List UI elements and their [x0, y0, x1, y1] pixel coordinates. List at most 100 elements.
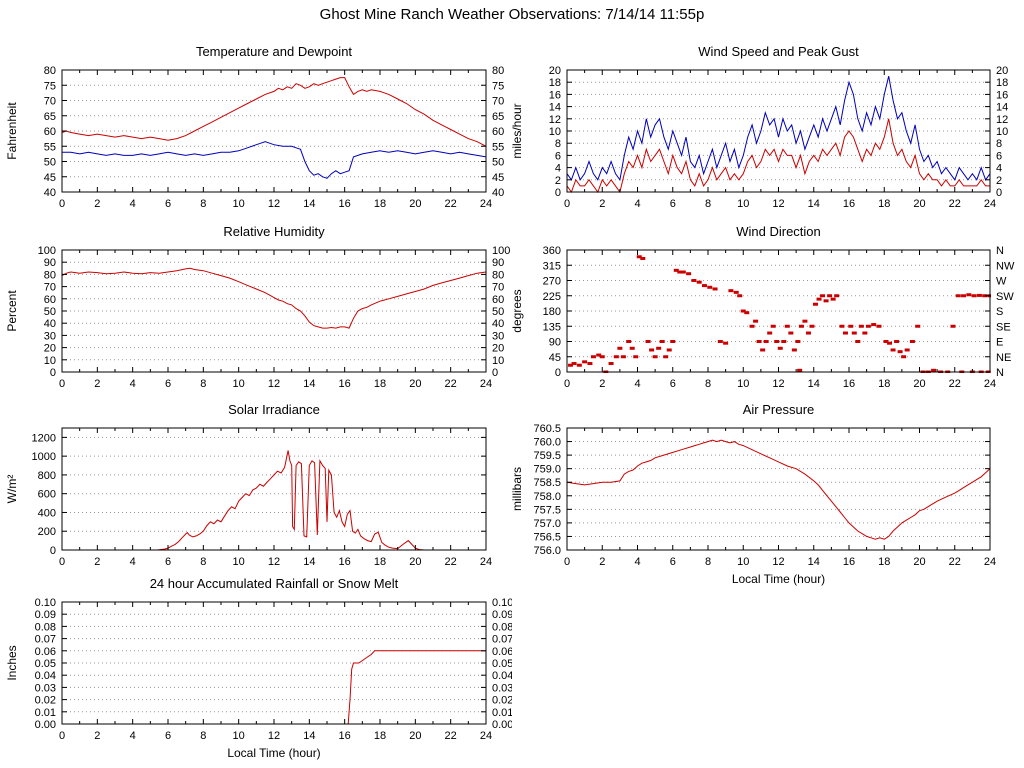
y-tick-label: 225	[543, 291, 561, 303]
chart-svg-rainfall: 0 2 4 6 8 10 12 14 16 18 20 22 240.00 0.000.01 0.010.0…	[5, 576, 513, 760]
x-tick-label: 4	[130, 378, 136, 390]
y-tick-label-right: SW	[996, 291, 1014, 303]
chart-title: Wind Speed and Peak Gust	[698, 44, 859, 59]
series-pressure	[566, 439, 991, 540]
y-tick-label: 400	[38, 507, 56, 519]
y-tick-label-right: 50	[492, 306, 504, 318]
y-tick-label-right: 2	[996, 175, 1002, 187]
y-tick-label: 20	[44, 343, 56, 355]
y-tick-label: 0	[555, 187, 561, 199]
x-tick-label: 24	[480, 556, 492, 568]
y-tick-label-right: 60	[492, 294, 504, 306]
x-tick-label: 24	[984, 556, 996, 568]
y-tick-label-right: 50	[492, 157, 504, 169]
x-tick-label: 22	[445, 730, 457, 742]
y-tick-label-right: 0.01	[492, 707, 512, 719]
chart-rainfall: 0 2 4 6 8 10 12 14 16 18 20 22 24 0.00 0.00 0.01 0.01 0.0…	[0, 564, 513, 766]
x-tick-label: 16	[843, 378, 855, 390]
y-tick-label-right: NW	[996, 260, 1015, 272]
y-tick-label-right: 55	[492, 141, 504, 153]
x-tick-label: 10	[233, 556, 245, 568]
y-tick-label: 40	[44, 318, 56, 330]
x-tick-label: 4	[130, 198, 136, 210]
y-tick-label-right: N	[996, 367, 1004, 379]
y-tick-label: 180	[543, 306, 561, 318]
x-tick-label: 14	[303, 378, 315, 390]
y-tick-label: 80	[44, 269, 56, 281]
x-tick-label: 14	[808, 556, 820, 568]
y-tick-label: 20	[549, 65, 561, 77]
x-tick-label: 24	[984, 198, 996, 210]
x-tick-label: 0	[59, 198, 65, 210]
y-tick-label-right: 12	[996, 114, 1008, 126]
y-tick-label: 200	[38, 526, 56, 538]
plot-frame	[566, 69, 991, 193]
x-tick-label: 18	[374, 378, 386, 390]
y-tick-label: 757.0	[533, 518, 561, 530]
x-tick-label: 2	[94, 198, 100, 210]
series-peak-gust	[566, 75, 991, 182]
chart-ylabel: Fahrenheit	[5, 102, 19, 160]
y-tick-label-right: 0.09	[492, 609, 512, 621]
series-temperature	[61, 77, 487, 147]
chart-wind-speed-and-peak-gust: 0 2 4 6 8 10 12 14 16 18 20 22 24 0 0 2 2 4 4 6 6 8 8 10 10 12 12 1…	[510, 32, 1024, 214]
y-tick-label: 0.03	[35, 682, 56, 694]
x-tick-label: 8	[705, 198, 711, 210]
chart-svg-air-pressure: 0 2 4 6 8 10 12 14 16 18 20 22 24756.0756.5757.0757.…	[510, 402, 996, 586]
y-tick-label: 270	[543, 276, 561, 288]
y-tick-label-right: 0.10	[492, 597, 512, 609]
y-tick-label: 0	[50, 545, 56, 557]
x-tick-label: 14	[303, 556, 315, 568]
y-tick-label-right: 80	[492, 65, 504, 77]
x-tick-label: 16	[339, 556, 351, 568]
x-tick-label: 18	[878, 556, 890, 568]
x-tick-label: 14	[303, 198, 315, 210]
chart-title: Relative Humidity	[223, 224, 325, 239]
x-tick-label: 4	[130, 730, 136, 742]
y-tick-label: 759.0	[533, 464, 561, 476]
x-tick-label: 4	[634, 378, 640, 390]
x-tick-label: 2	[599, 556, 605, 568]
y-tick-label: 0.01	[35, 707, 56, 719]
x-tick-label: 12	[268, 378, 280, 390]
x-tick-label: 12	[772, 556, 784, 568]
y-tick-label: 759.5	[533, 450, 561, 462]
x-tick-label: 24	[480, 730, 492, 742]
chart-ylabel: Inches	[5, 645, 19, 680]
y-tick-label: 6	[555, 150, 561, 162]
y-tick-label-right: S	[996, 306, 1003, 318]
y-tick-label: 45	[549, 352, 561, 364]
y-tick-label-right: W	[996, 276, 1007, 288]
x-tick-label: 20	[913, 378, 925, 390]
y-tick-label: 0.08	[35, 621, 56, 633]
x-tick-label: 20	[409, 556, 421, 568]
y-tick-label: 14	[549, 102, 561, 114]
chart-ylabel: degrees	[512, 289, 524, 332]
y-tick-label-right: NE	[996, 352, 1011, 364]
y-tick-label-right: 8	[996, 138, 1002, 150]
x-tick-label: 12	[268, 556, 280, 568]
x-tick-label: 18	[374, 556, 386, 568]
y-tick-label: 1200	[32, 432, 56, 444]
x-tick-label: 6	[670, 556, 676, 568]
y-tick-label: 50	[44, 157, 56, 169]
x-tick-label: 8	[200, 730, 206, 742]
chart-solar-irradiance: 0 2 4 6 8 10 12 14 16 18 20 22 24 0 200 400 600 800 1000 12…	[0, 390, 512, 572]
y-tick-label: 30	[44, 330, 56, 342]
x-tick-label: 18	[374, 730, 386, 742]
x-tick-label: 10	[233, 378, 245, 390]
y-tick-label-right: 0.02	[492, 695, 512, 707]
y-tick-label: 756.5	[533, 531, 561, 543]
x-tick-label: 6	[165, 730, 171, 742]
y-tick-label-right: 30	[492, 330, 504, 342]
x-tick-label: 6	[670, 198, 676, 210]
x-tick-label: 16	[339, 378, 351, 390]
x-tick-label: 12	[772, 378, 784, 390]
x-tick-label: 0	[59, 730, 65, 742]
y-tick-label: 0.06	[35, 646, 56, 658]
series-wind-speed	[566, 118, 990, 193]
y-tick-label: 756.0	[533, 545, 561, 557]
y-tick-label: 70	[44, 96, 56, 108]
